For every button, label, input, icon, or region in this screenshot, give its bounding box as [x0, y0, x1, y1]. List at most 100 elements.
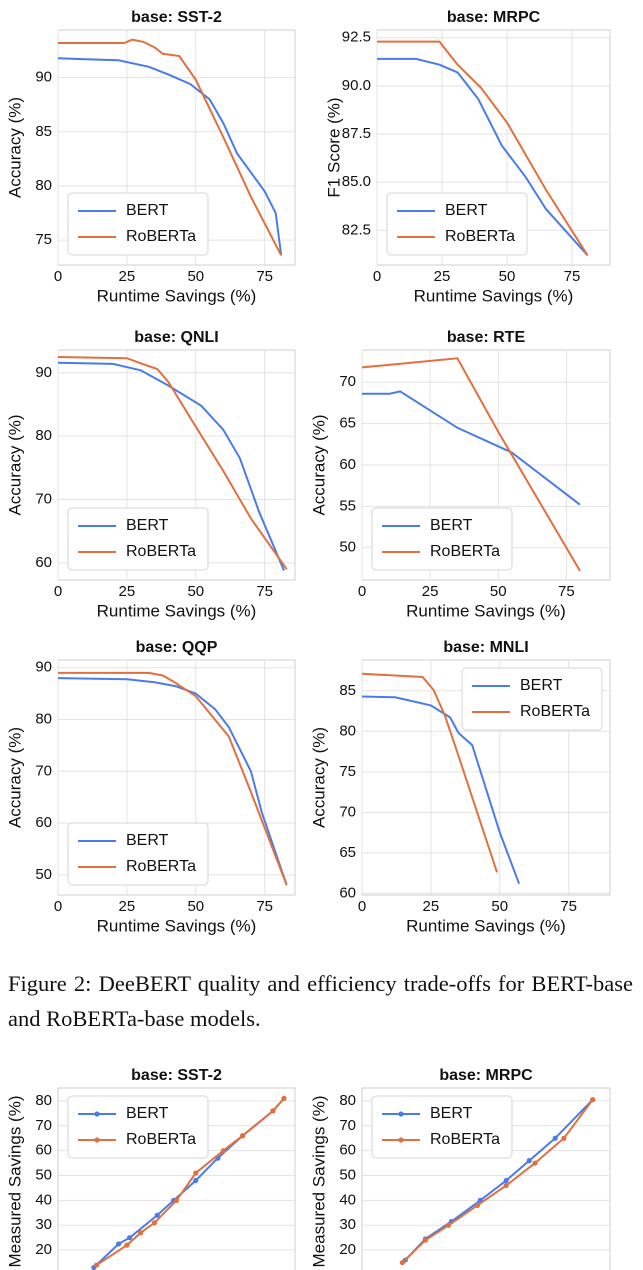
point — [173, 1197, 180, 1203]
y-tick-label: 50 — [339, 1167, 356, 1184]
x-axis-label: Runtime Savings (%) — [406, 916, 566, 935]
legend-label: BERT — [430, 1105, 473, 1122]
y-tick-label: 55 — [339, 497, 356, 514]
y-axis-label: Accuracy (%) — [5, 727, 24, 828]
series-line — [361, 695, 521, 885]
x-tick-label: 25 — [434, 268, 451, 285]
y-tick-label: 50 — [35, 1167, 52, 1184]
y-tick-label: 85.0 — [342, 173, 371, 190]
legend-box — [371, 507, 513, 571]
y-tick-label: 40 — [35, 1191, 52, 1208]
y-tick-label: 90 — [35, 364, 52, 381]
point — [474, 1202, 480, 1208]
y-tick-label: 90 — [35, 69, 52, 86]
y-tick-label: 65 — [339, 844, 356, 861]
series-line — [377, 57, 589, 257]
x-tick-label: 25 — [119, 898, 136, 915]
series-line — [362, 390, 581, 506]
point — [93, 1262, 100, 1268]
legend-label: BERT — [126, 832, 169, 849]
y-tick-label: 65 — [339, 415, 356, 432]
x-axis-label: Runtime Savings (%) — [406, 601, 566, 620]
x-axis-label: Runtime Savings (%) — [414, 286, 574, 305]
y-axis-label: F1 Score (%) — [324, 97, 343, 197]
point — [240, 1133, 246, 1139]
point — [138, 1230, 144, 1236]
y-tick-label: 70 — [339, 373, 356, 390]
x-tick-label: 50 — [491, 898, 508, 915]
y-tick-label: 20 — [35, 1241, 52, 1258]
y-tick-label: 75 — [339, 763, 356, 780]
x-tick-label: 50 — [490, 583, 507, 600]
x-axis-label: Runtime Savings (%) — [97, 601, 257, 620]
y-tick-label: 80 — [35, 177, 52, 194]
x-tick-label: 25 — [422, 583, 439, 600]
y-tick-label: 80 — [35, 427, 52, 444]
y-tick-label: 92.5 — [342, 29, 371, 46]
legend-box — [67, 1095, 209, 1159]
x-tick-label: 50 — [187, 268, 204, 285]
legend-label: RoBERTa — [126, 858, 196, 875]
x-tick-label: 75 — [256, 583, 273, 600]
y-tick-label: 60 — [339, 1142, 356, 1159]
y-tick-label: 60 — [339, 456, 356, 473]
point — [399, 1259, 405, 1266]
legend-label: BERT — [126, 202, 169, 219]
x-tick-label: 25 — [119, 583, 136, 600]
legend-box — [371, 1095, 513, 1159]
y-tick-label: 60 — [339, 884, 356, 901]
point — [270, 1108, 276, 1114]
series-line — [96, 1097, 285, 1266]
series-line — [57, 57, 283, 256]
legend-label: BERT — [430, 517, 473, 534]
y-tick-label: 87.5 — [342, 125, 371, 142]
x-tick-label: 25 — [423, 898, 440, 915]
point — [127, 1235, 133, 1241]
y-tick-label: 70 — [35, 1117, 52, 1134]
x-tick-label: 50 — [187, 898, 204, 915]
point — [281, 1095, 287, 1102]
x-tick-label: 75 — [564, 268, 581, 285]
y-tick-label: 70 — [339, 1117, 356, 1134]
legend-marker — [398, 1111, 404, 1117]
x-tick-label: 0 — [54, 898, 62, 915]
y-axis-label: Accuracy (%) — [5, 414, 24, 515]
point — [193, 1177, 199, 1184]
chart-title: base: QQP — [136, 639, 218, 656]
y-tick-label: 60 — [35, 554, 52, 571]
y-tick-label: 50 — [35, 866, 52, 883]
y-axis-label: Accuracy (%) — [5, 97, 24, 198]
legend-box — [67, 192, 209, 256]
point — [124, 1242, 130, 1248]
point — [445, 1222, 452, 1228]
series-line — [57, 356, 288, 570]
y-tick-label: 60 — [35, 814, 52, 831]
x-tick-label: 0 — [373, 268, 381, 285]
point — [532, 1160, 538, 1166]
legend-marker — [398, 1137, 404, 1143]
series-line — [57, 361, 285, 571]
y-tick-label: 82.5 — [342, 221, 371, 238]
series-line — [401, 1099, 594, 1264]
y-axis-label: Measured Savings (%) — [5, 1096, 24, 1268]
series-line — [57, 677, 288, 886]
x-tick-label: 50 — [499, 268, 516, 285]
y-tick-label: 70 — [35, 762, 52, 779]
legend-box — [461, 667, 603, 731]
x-tick-label: 0 — [358, 898, 366, 915]
point — [526, 1158, 532, 1164]
legend-marker — [94, 1137, 100, 1143]
y-tick-label: 70 — [35, 491, 52, 508]
y-tick-label: 85 — [35, 123, 52, 140]
y-tick-label: 60 — [35, 1142, 52, 1159]
legend-label: BERT — [126, 517, 169, 534]
x-tick-label: 75 — [558, 583, 575, 600]
x-tick-label: 50 — [187, 583, 204, 600]
point — [220, 1148, 226, 1154]
legend-label: RoBERTa — [126, 1131, 196, 1148]
x-axis-label: Runtime Savings (%) — [97, 916, 257, 935]
point — [193, 1170, 199, 1176]
legend-box — [67, 822, 209, 886]
legend-label: RoBERTa — [126, 228, 196, 245]
